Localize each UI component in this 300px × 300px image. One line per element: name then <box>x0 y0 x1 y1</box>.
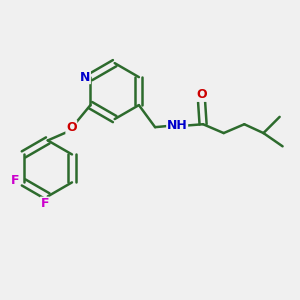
Text: O: O <box>66 121 76 134</box>
Text: N: N <box>80 70 90 84</box>
Text: F: F <box>11 174 20 188</box>
Text: O: O <box>196 88 207 101</box>
Text: NH: NH <box>167 119 188 132</box>
Text: F: F <box>40 197 49 210</box>
